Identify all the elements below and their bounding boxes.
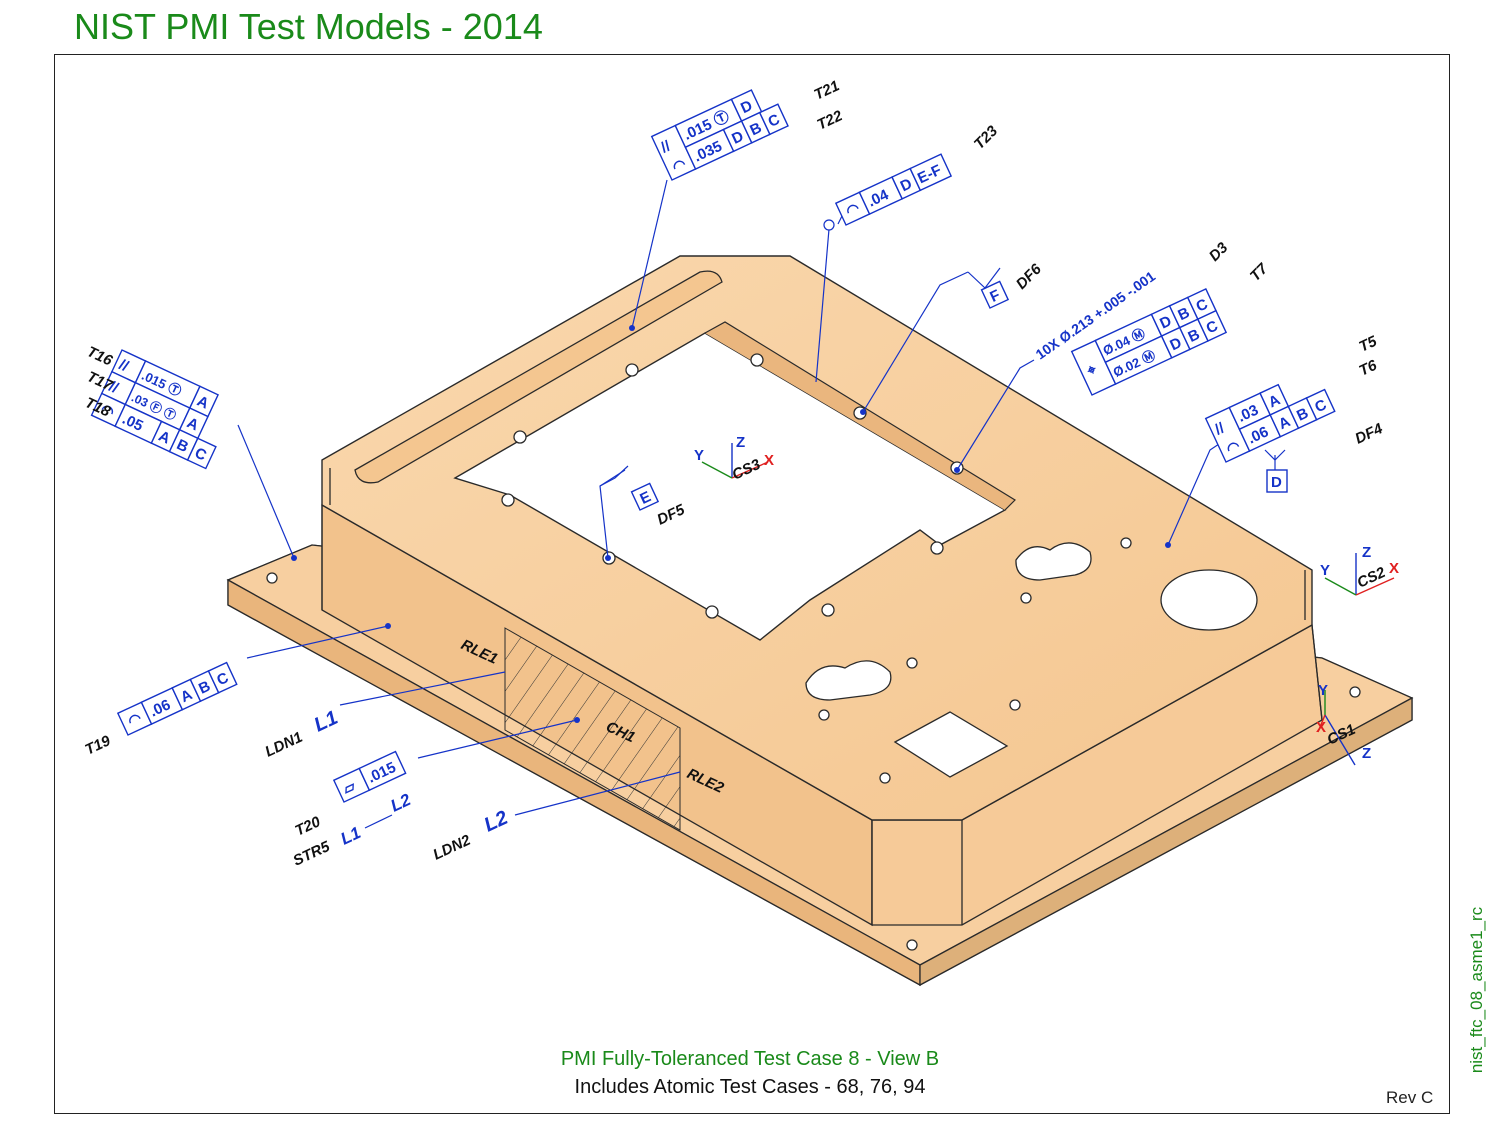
label-t23: T23 bbox=[971, 122, 1002, 153]
datum-f: F bbox=[980, 280, 1010, 309]
label-t19: T19 bbox=[83, 732, 114, 759]
cs1-z: Z bbox=[1362, 745, 1371, 762]
pocket-bosses bbox=[501, 353, 964, 619]
cs1-x: X bbox=[1316, 719, 1326, 736]
fcf-t5-t6: // .03 A ◠ .06 A B C bbox=[1204, 383, 1336, 463]
fcf-t20: ▱ .015 bbox=[332, 750, 407, 803]
cs3-z: Z bbox=[736, 434, 745, 451]
svg-text:D: D bbox=[1271, 474, 1282, 491]
cs3-x: X bbox=[764, 452, 774, 469]
label-t22: T22 bbox=[815, 107, 846, 134]
cs2-x: X bbox=[1389, 560, 1399, 577]
label-t21: T21 bbox=[812, 77, 843, 103]
label-str5: STR5 bbox=[291, 838, 334, 870]
cs3-axes bbox=[701, 443, 769, 479]
cs2-y: Y bbox=[1320, 562, 1330, 579]
label-t20: T20 bbox=[293, 813, 324, 840]
caption-title: PMI Fully-Toleranced Test Case 8 - View … bbox=[560, 1048, 940, 1070]
revision-label: Rev C bbox=[1386, 1088, 1434, 1107]
fcf-t16-t18: // .015 Ⓣ A // .03 Ⓕ Ⓣ A ◠ .05 A B C bbox=[90, 349, 219, 470]
fcf-t7: ⌖ Ø.04 Ⓜ D B C Ø.02 Ⓜ D B C bbox=[1070, 288, 1228, 396]
svg-text:◠: ◠ bbox=[843, 200, 862, 221]
cs1-y: Y bbox=[1318, 682, 1328, 699]
label-df6: DF6 bbox=[1013, 260, 1046, 293]
cs3-y: Y bbox=[694, 447, 704, 464]
datum-d: D bbox=[1264, 449, 1288, 493]
fcf-t23: ◠ .04 D E-F bbox=[834, 153, 953, 226]
datum-e: E bbox=[630, 482, 660, 511]
label-df4: DF4 bbox=[1353, 420, 1386, 448]
page-title: NIST PMI Test Models - 2014 bbox=[74, 6, 543, 47]
svg-text:◠: ◠ bbox=[1224, 438, 1243, 459]
svg-text:◠: ◠ bbox=[670, 156, 689, 177]
label-ldn2: LDN2 bbox=[431, 831, 474, 863]
label-l1: L1 bbox=[311, 707, 341, 737]
fcf-t19: ◠ .06 A B C bbox=[116, 661, 238, 736]
drawing-frame bbox=[54, 54, 1450, 1114]
l1l2-b: L2 bbox=[388, 790, 415, 816]
label-t7: T7 bbox=[1247, 260, 1272, 285]
fcf-t21-t22: // .015 Ⓣ D ◠ .035 D B C bbox=[650, 89, 789, 181]
label-l2: L2 bbox=[481, 807, 511, 837]
label-t16: T16 bbox=[84, 343, 115, 370]
svg-text:◠: ◠ bbox=[98, 401, 117, 422]
cs2-z: Z bbox=[1362, 544, 1371, 561]
cs2-axes bbox=[1324, 553, 1395, 596]
cs1-axes bbox=[1317, 690, 1356, 766]
l1l2-a: L1 bbox=[338, 823, 364, 849]
label-t5: T5 bbox=[1357, 333, 1381, 356]
svg-text:◠: ◠ bbox=[125, 710, 144, 731]
caption-subtitle: Includes Atomic Test Cases - 68, 76, 94 bbox=[574, 1076, 926, 1098]
label-d3: D3 bbox=[1206, 239, 1232, 265]
label-t6: T6 bbox=[1357, 357, 1381, 380]
label-ldn1: LDN1 bbox=[263, 729, 306, 761]
